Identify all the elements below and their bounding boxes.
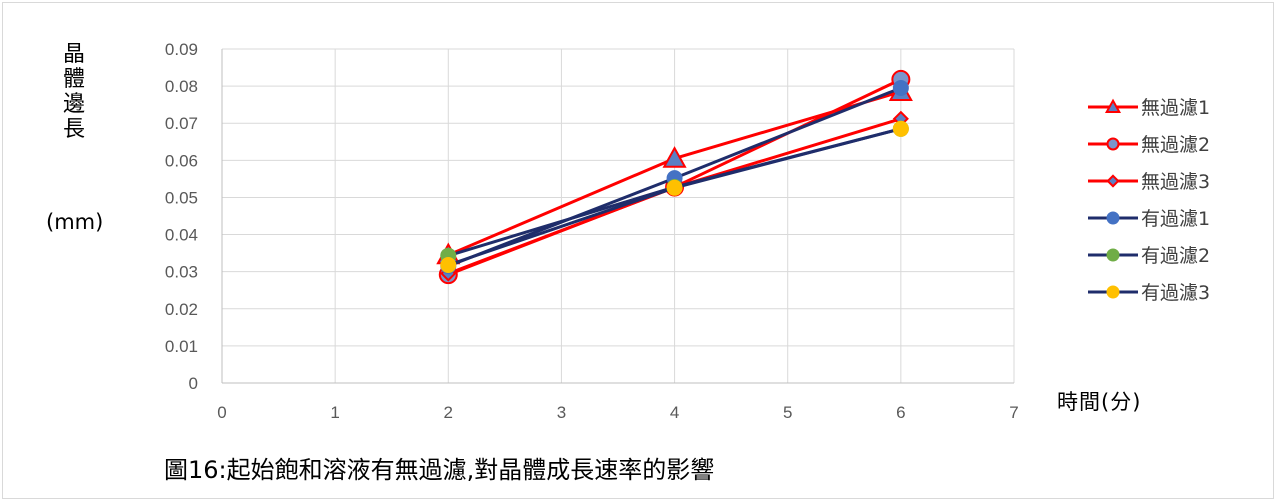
y-tick-label: 0.05: [165, 188, 198, 207]
data-point: [662, 146, 687, 168]
y-tick-label: 0.08: [165, 77, 198, 96]
data-point: [440, 256, 457, 273]
legend-item: 有過濾1: [1086, 199, 1210, 236]
y-tick-label: 0.03: [165, 263, 198, 282]
legend-swatch: [1088, 137, 1138, 150]
legend-label: 有過濾3: [1141, 282, 1211, 304]
legend-swatch: [1088, 173, 1138, 188]
legend-item: 有過濾2: [1086, 236, 1210, 273]
data-point: [666, 179, 683, 196]
y-tick-label: 0.06: [165, 151, 198, 170]
legend-label: 有過濾2: [1141, 245, 1211, 267]
legend-item: 有過濾3: [1086, 273, 1210, 310]
y-tick-label: 0.09: [165, 40, 198, 59]
x-tick-label: 7: [1009, 403, 1018, 422]
x-tick-label: 2: [444, 403, 453, 422]
x-tick-labels: 0 1 2 3 4 5 6 7: [217, 403, 1018, 422]
x-tick-label: 4: [670, 403, 679, 422]
legend: 無過濾1 無過濾2 無過濾3 有過濾1 有過濾2 有過濾3: [1086, 88, 1210, 310]
y-tick-label: 0.04: [165, 226, 198, 245]
legend-marker: [1106, 285, 1120, 298]
legend-swatch: [1088, 285, 1138, 298]
legend-item: 無過濾3: [1086, 162, 1210, 199]
x-tick-label: 3: [557, 403, 566, 422]
x-tick-label: 1: [330, 403, 339, 422]
legend-marker: [1106, 248, 1120, 261]
y-tick-label: 0.02: [165, 300, 198, 319]
y-tick-label: 0.07: [165, 114, 198, 133]
figure-caption: 圖16:起始飽和溶液有無過濾,對晶體成長速率的影響: [164, 456, 715, 484]
axes: [221, 49, 1014, 384]
legend-marker: [1106, 173, 1120, 188]
legend-label: 有過濾1: [1141, 208, 1211, 230]
legend-label: 無過濾3: [1141, 171, 1211, 193]
legend-label: 無過濾2: [1141, 134, 1211, 156]
y-axis-label: 晶體邊長: [62, 42, 85, 142]
y-tick-label: 0.01: [165, 337, 198, 356]
y-axis-unit: (mm): [46, 210, 104, 234]
legend-item: 無過濾1: [1086, 88, 1210, 125]
data-point: [892, 120, 909, 137]
legend-marker: [1106, 211, 1120, 224]
legend-item: 無過濾2: [1086, 125, 1210, 162]
x-tick-label: 0: [217, 403, 226, 422]
series-layer: [436, 69, 913, 285]
y-tick-label: 0: [189, 374, 198, 393]
x-tick-label: 6: [896, 403, 905, 422]
legend-swatch: [1088, 211, 1138, 224]
legend-marker: [1106, 137, 1120, 150]
grid-lines: [222, 48, 1015, 383]
legend-swatch: [1088, 98, 1138, 113]
legend-label: 無過濾1: [1141, 97, 1211, 119]
y-tick-labels: 0 0.01 0.02 0.03 0.04 0.05 0.06 0.07 0.08 0.09: [165, 40, 198, 393]
x-axis-label: 時間(分): [1057, 390, 1142, 414]
legend-marker: [1104, 98, 1122, 113]
legend-swatch: [1088, 248, 1138, 261]
data-point: [892, 79, 909, 96]
series-6: [440, 120, 909, 273]
x-tick-label: 5: [783, 403, 792, 422]
